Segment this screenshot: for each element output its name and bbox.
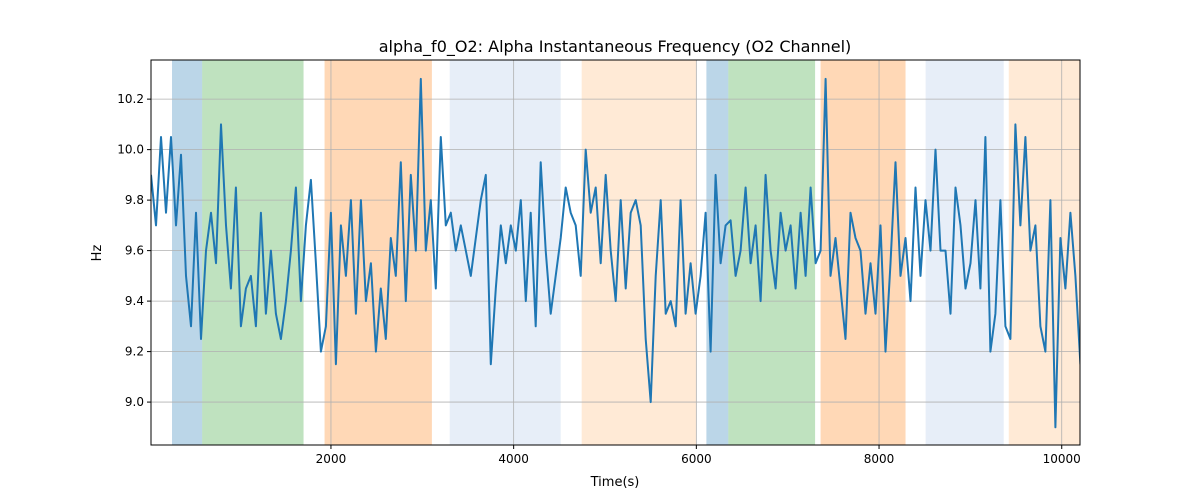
shaded-region <box>925 60 1004 445</box>
y-tick-label: 9.6 <box>125 244 144 258</box>
x-tick-label: 4000 <box>498 452 529 466</box>
shaded-region <box>202 60 304 445</box>
x-axis-label: Time(s) <box>590 475 640 490</box>
y-axis-label: Hz <box>90 245 105 262</box>
shaded-region <box>706 60 729 445</box>
chart-title: alpha_f0_O2: Alpha Instantaneous Frequen… <box>379 37 852 57</box>
x-tick-label: 2000 <box>316 452 347 466</box>
y-tick-label: 9.2 <box>125 345 144 359</box>
y-tick-label: 10.0 <box>117 143 144 157</box>
shaded-region <box>1008 60 1080 445</box>
y-tick-label: 10.2 <box>117 92 144 106</box>
y-tick-label: 9.4 <box>125 294 144 308</box>
y-tick-label: 9.8 <box>125 193 144 207</box>
x-tick-label: 6000 <box>681 452 712 466</box>
plot-frame <box>150 59 1081 446</box>
y-tick-label: 9.0 <box>125 395 144 409</box>
series-line <box>151 77 1080 429</box>
x-tick-label: 10000 <box>1043 452 1081 466</box>
shaded-region <box>324 60 432 445</box>
x-tick-label: 8000 <box>864 452 895 466</box>
